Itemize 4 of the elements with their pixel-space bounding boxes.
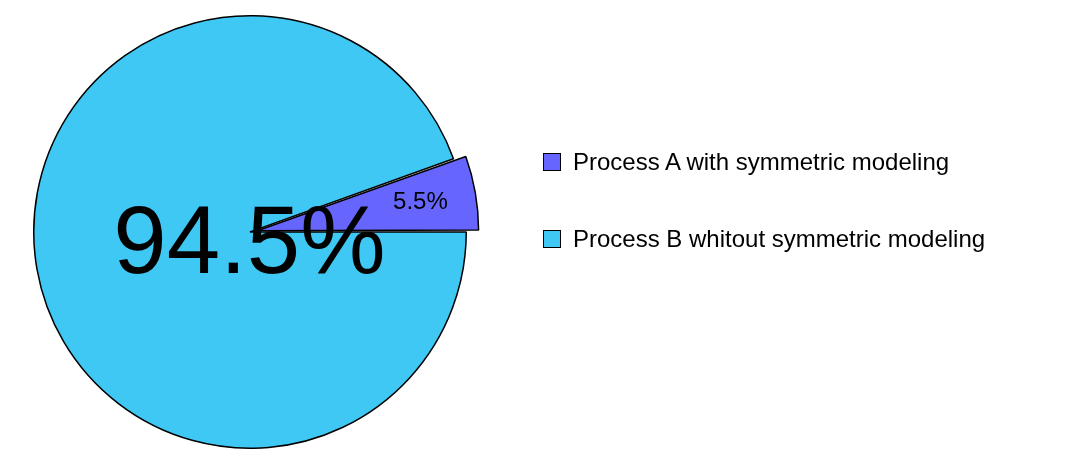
legend-label: Process A with symmetric modeling [573, 148, 950, 176]
legend-label: Process B whitout symmetric modeling [573, 225, 986, 253]
data-label: 94.5% [113, 185, 386, 293]
data-label: 5.5% [393, 186, 448, 214]
